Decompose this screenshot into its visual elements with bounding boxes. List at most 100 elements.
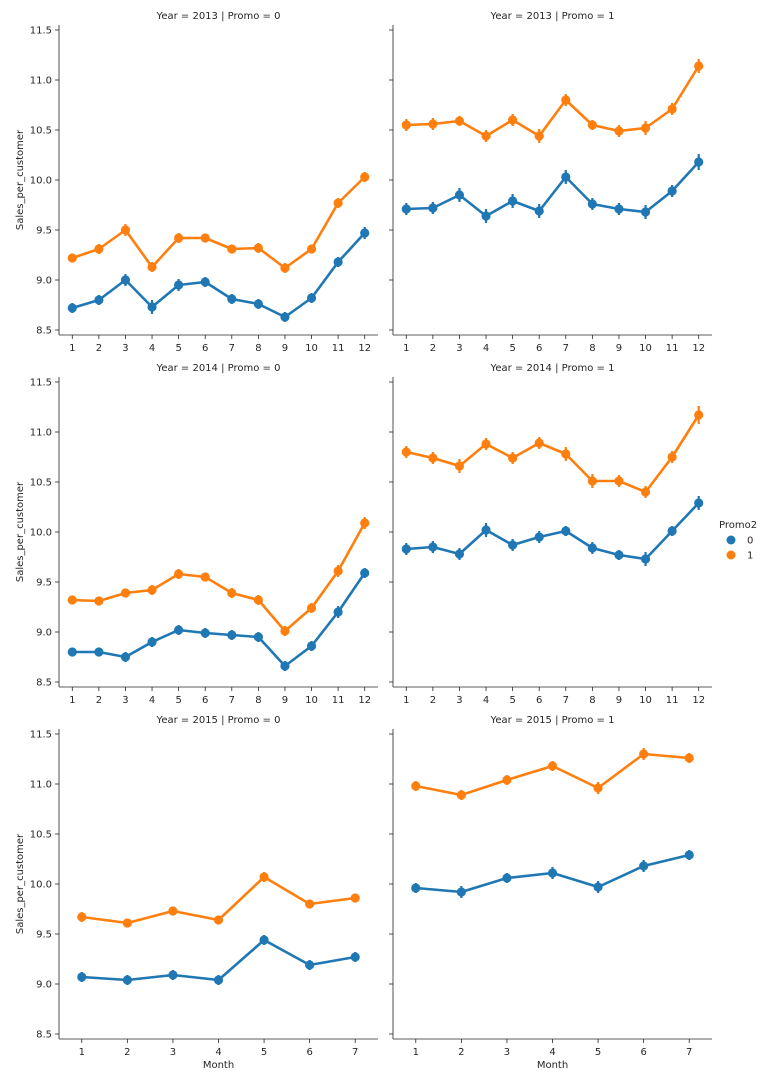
data-point	[593, 783, 603, 793]
x-tick-label: 1	[403, 695, 409, 706]
data-point	[561, 172, 571, 182]
data-point	[593, 882, 603, 892]
series-line	[414, 752, 691, 797]
x-tick-label: 5	[509, 343, 515, 354]
data-point	[67, 253, 77, 263]
x-tick-label: 1	[69, 343, 75, 354]
data-point	[534, 206, 544, 216]
data-point	[67, 595, 77, 605]
data-point	[454, 190, 465, 200]
data-point	[174, 625, 184, 635]
data-point	[561, 95, 571, 105]
x-tick-label: 2	[96, 343, 102, 354]
data-point	[360, 172, 370, 182]
y-tick-label: 9.5	[36, 578, 52, 589]
facet-panel-4: Year = 2015 | Promo = 0 8.5 9.0 9.5 10.0 10.5…	[15, 715, 378, 1071]
data-point	[305, 899, 315, 909]
data-point	[667, 452, 677, 462]
data-point	[147, 262, 157, 272]
x-tick-label: 4	[549, 1047, 555, 1058]
x-tick-label: 7	[563, 343, 569, 354]
y-tick-label: 9.5	[36, 226, 52, 237]
data-point	[508, 115, 518, 125]
x-tick-label: 3	[504, 1047, 510, 1058]
legend-marker-0	[726, 535, 736, 545]
data-point	[667, 104, 677, 114]
x-tick-label: 5	[509, 695, 515, 706]
x-tick-label: 1	[79, 1047, 85, 1058]
data-point	[350, 893, 360, 903]
data-point	[200, 628, 210, 638]
y-tick-label: 11.5	[30, 378, 52, 389]
data-point	[120, 588, 131, 598]
y-tick-label: 10.0	[30, 880, 52, 891]
data-point	[253, 595, 263, 605]
x-tick-label: 3	[170, 1047, 176, 1058]
data-point	[502, 775, 512, 785]
data-point	[120, 652, 131, 662]
data-point	[456, 790, 466, 800]
x-tick-label: 5	[261, 1047, 267, 1058]
data-point	[401, 447, 411, 457]
data-point	[508, 196, 518, 206]
x-tick-label: 3	[122, 695, 128, 706]
x-tick-label: 1	[403, 343, 409, 354]
data-point	[547, 868, 558, 878]
x-tick-label: 7	[686, 1047, 692, 1058]
series-1	[77, 872, 360, 928]
data-point	[534, 131, 544, 141]
series-line	[70, 175, 367, 270]
data-point	[640, 123, 651, 133]
series-1	[67, 172, 370, 273]
y-tick-label: 10.0	[30, 528, 52, 539]
data-point	[667, 526, 677, 536]
x-tick-label: 9	[616, 695, 622, 706]
data-point	[94, 295, 104, 305]
data-point	[94, 244, 104, 254]
data-point	[360, 568, 370, 578]
series-line	[80, 938, 357, 982]
data-point	[147, 637, 157, 647]
y-tick-label: 11.5	[30, 730, 52, 741]
data-point	[280, 661, 290, 671]
facet-title: Year = 2013 | Promo = 1	[490, 11, 615, 22]
y-tick-label: 9.0	[36, 628, 52, 639]
x-tick-label: 8	[589, 343, 595, 354]
data-point	[77, 912, 87, 922]
y-tick-label: 9.0	[36, 276, 52, 287]
x-tick-label: 7	[352, 1047, 358, 1058]
x-tick-label: 4	[149, 695, 155, 706]
series-0	[401, 496, 704, 566]
data-point	[306, 603, 317, 613]
x-tick-label: 2	[458, 1047, 464, 1058]
series-0	[411, 850, 694, 898]
series-1	[401, 59, 704, 143]
data-point	[428, 119, 438, 129]
data-point	[213, 915, 224, 925]
x-tick-label: 4	[483, 343, 489, 354]
y-tick-label: 10.5	[30, 126, 52, 137]
series-line	[70, 571, 367, 668]
y-tick-label: 11.0	[30, 76, 52, 87]
data-point	[456, 887, 466, 897]
x-tick-label: 8	[589, 695, 595, 706]
y-axis-label: Sales_per_customer	[15, 833, 26, 934]
y-axis-label: Sales_per_customer	[15, 129, 26, 230]
data-point	[534, 438, 544, 448]
data-point	[227, 630, 237, 640]
x-tick-label: 6	[202, 343, 208, 354]
data-point	[306, 293, 317, 303]
series-line	[404, 413, 701, 494]
data-point	[94, 596, 104, 606]
x-axis-label: Month	[537, 1060, 568, 1071]
x-tick-label: 3	[122, 343, 128, 354]
data-point	[280, 626, 290, 636]
data-point	[360, 518, 370, 528]
data-point	[120, 275, 131, 285]
x-tick-label: 4	[215, 1047, 221, 1058]
x-tick-label: 12	[692, 343, 705, 354]
data-point	[694, 410, 704, 420]
x-tick-label: 8	[255, 695, 261, 706]
data-point	[694, 498, 704, 508]
